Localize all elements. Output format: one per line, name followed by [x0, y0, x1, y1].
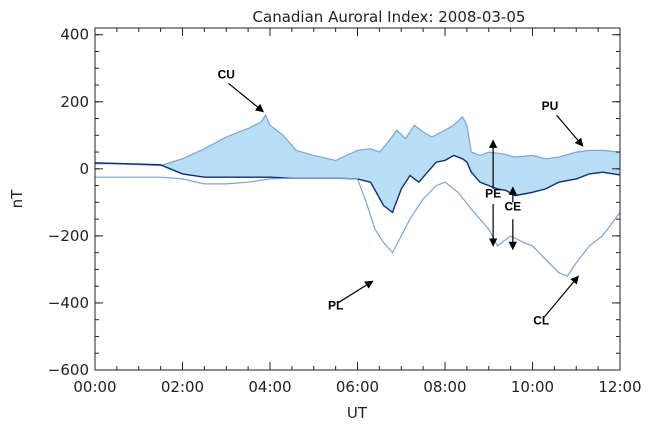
y-tick-label: 400	[60, 26, 89, 44]
annotation-ce: CE	[504, 200, 521, 214]
x-tick-label: 06:00	[336, 378, 379, 396]
upper-equivalent-fill	[95, 115, 620, 213]
arrow-cl	[542, 275, 579, 319]
x-tick-label: 02:00	[161, 378, 204, 396]
x-tick-label: 04:00	[248, 378, 291, 396]
y-tick-label: −600	[48, 361, 89, 379]
x-tick-label: 10:00	[511, 378, 554, 396]
x-axis: 00:00 02:00 04:00 06:00 08:00 10:00 12:00	[73, 28, 642, 396]
annotation-pu: PU	[542, 99, 559, 113]
y-tick-label: −400	[48, 294, 89, 312]
y-tick-label: −200	[48, 227, 89, 245]
upper-series-line	[95, 113, 621, 167]
annotation-cu: CU	[218, 67, 235, 81]
lines-layer	[94, 113, 621, 277]
chart-title: Canadian Auroral Index: 2008-03-05	[253, 8, 526, 26]
annotation-cl: CL	[533, 314, 549, 328]
y-tick-label: 0	[79, 160, 89, 178]
arrow-pl	[337, 280, 374, 304]
y-axis: 400 200 0 −200 −400 −600	[48, 26, 620, 379]
x-tick-label: 12:00	[598, 378, 641, 396]
y-tick-label: 200	[60, 93, 89, 111]
x-axis-label: UT	[347, 404, 368, 422]
arrow-cu	[228, 82, 265, 113]
lower-series-line	[95, 176, 621, 277]
annotation-pe: PE	[485, 186, 501, 200]
y-axis-label: nT	[8, 189, 26, 209]
equivalent-series-line	[94, 154, 621, 214]
arrow-pu	[556, 114, 584, 147]
fill-layer	[95, 115, 620, 213]
x-tick-label: 00:00	[73, 378, 116, 396]
x-tick-label: 08:00	[423, 378, 466, 396]
